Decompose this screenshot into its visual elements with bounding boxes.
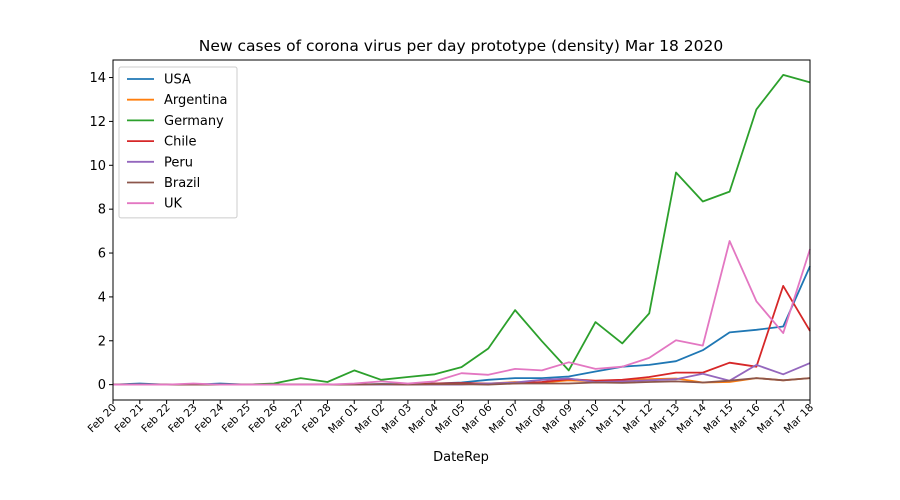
y-tick-label: 14 <box>89 71 106 86</box>
x-tick-label: Mar 18 <box>782 402 816 436</box>
legend-label: Germany <box>164 114 224 129</box>
y-tick-label: 4 <box>98 290 106 305</box>
x-axis-label: DateRep <box>433 450 489 465</box>
legend-label: UK <box>164 197 183 212</box>
x-tick-label: Feb 27 <box>273 402 306 435</box>
legend-box <box>118 66 238 219</box>
y-tick-label: 12 <box>89 115 106 130</box>
legend-label: Argentina <box>164 93 227 108</box>
y-tick-label: 8 <box>98 203 106 218</box>
x-tick-label: Feb 26 <box>247 401 281 435</box>
x-tick-label: Feb 25 <box>220 402 253 435</box>
chart-title: New cases of corona virus per day protot… <box>199 37 723 55</box>
legend-label: USA <box>164 73 191 88</box>
legend: USA Argentina Germany Chile Peru Brazil UK <box>118 66 238 219</box>
legend-label: Brazil <box>164 176 200 191</box>
x-tick-label: Feb 22 <box>139 402 172 435</box>
y-tick-label: 6 <box>98 247 106 262</box>
y-axis: 0 2 4 6 8 10 12 14 <box>89 71 113 393</box>
x-tick-label: Feb 23 <box>166 402 199 435</box>
series-line-uk <box>113 240 811 386</box>
x-tick-label: Feb 20 <box>86 402 119 435</box>
y-tick-label: 2 <box>98 334 106 349</box>
x-tick-label: Feb 24 <box>193 401 227 435</box>
y-tick-label: 0 <box>98 378 106 393</box>
x-tick-label: Feb 21 <box>112 402 145 435</box>
y-tick-label: 10 <box>89 159 106 174</box>
plot-area <box>112 74 811 386</box>
legend-label: Peru <box>164 155 193 170</box>
legend-label: Chile <box>164 135 197 150</box>
